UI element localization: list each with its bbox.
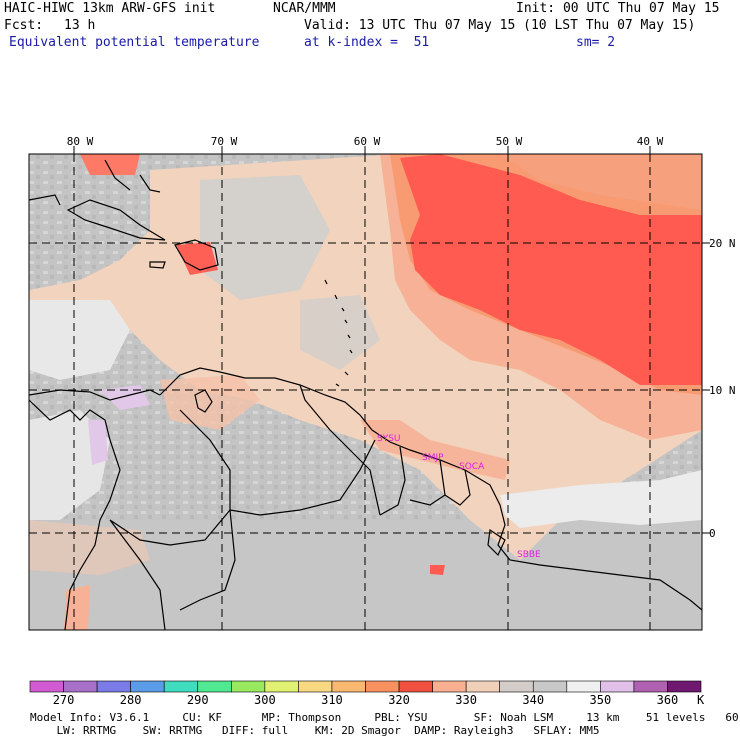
colorbar-swatch xyxy=(365,680,400,693)
colorbar-swatch xyxy=(197,680,232,693)
colorbar-tick-label: 280 xyxy=(119,693,142,707)
valid-time: Valid: 13 UTC Thu 07 May 15 (10 LST Thu … xyxy=(304,18,696,33)
colorbar-swatch xyxy=(63,680,98,693)
map-frame xyxy=(28,153,703,631)
colorbar-swatch xyxy=(532,680,568,693)
colorbar-tick-label: 270 xyxy=(52,693,75,707)
colorbar-swatch xyxy=(331,680,366,693)
fcst-value: 13 h xyxy=(64,18,96,33)
colorbar-swatch xyxy=(29,680,64,693)
colorbar-tick-label: 360 xyxy=(656,693,679,707)
colorbar-tick-label: 340 xyxy=(522,693,545,707)
lat-label-10n: 10 N xyxy=(709,384,736,397)
lon-label-70w: 70 W xyxy=(211,135,238,148)
org-label: NCAR/MMM xyxy=(273,1,336,16)
colorbar-swatch xyxy=(231,680,266,693)
colorbar-swatch xyxy=(298,680,333,693)
lon-label-60w: 60 W xyxy=(354,135,381,148)
colorbar-tick-label: 320 xyxy=(388,693,410,707)
level-info: at k-index = 51 xyxy=(304,35,430,50)
model-title: HAIC-HIWC 13km ARW-GFS init xyxy=(4,1,216,16)
smoothing-info: sm= 2 xyxy=(576,35,616,50)
colorbar-swatch xyxy=(130,680,165,693)
colorbar-swatch xyxy=(566,680,601,693)
field-name: Equivalent potential temperature xyxy=(9,35,260,50)
fcst-label: Fcst: xyxy=(4,18,44,33)
colorbar-tick-label: 290 xyxy=(186,693,209,707)
colorbar-swatch xyxy=(633,680,668,693)
colorbar-swatch xyxy=(398,680,433,693)
coastlines xyxy=(29,159,702,630)
graticule xyxy=(29,154,702,630)
station-label: SMJP xyxy=(422,453,444,463)
lon-label-80w: 80 W xyxy=(67,135,94,148)
lon-label-40w: 40 W xyxy=(637,135,664,148)
colorbar-tick-label: 310 xyxy=(321,693,343,707)
footer-line-2: LW: RRTMG SW: RRTMG DIFF: full KM: 2D Sm… xyxy=(30,724,600,737)
station-label: SOCA xyxy=(459,462,485,472)
lat-label-0: 0 xyxy=(709,527,716,540)
colorbar-tick-label: 350 xyxy=(589,693,612,707)
colorbar-unit: K xyxy=(697,693,705,707)
colorbar-swatch xyxy=(465,680,500,693)
lat-label-20n: 20 N xyxy=(709,237,736,250)
lon-label-50w: 50 W xyxy=(496,135,523,148)
colorbar-swatch xyxy=(96,680,131,693)
axis-ticks xyxy=(73,146,710,534)
station-label: SBBE xyxy=(517,550,541,560)
colorbar-swatch xyxy=(264,680,299,693)
colorbar xyxy=(29,680,702,693)
init-time: Init: 00 UTC Thu 07 May 15 xyxy=(516,1,720,16)
colorbar-tick-label: 330 xyxy=(455,693,477,707)
footer-line-1: Model Info: V3.6.1 CU: KF MP: Thompson P… xyxy=(30,711,740,724)
colorbar-swatch xyxy=(667,680,702,693)
colorbar-swatch xyxy=(163,680,199,693)
colorbar-swatch xyxy=(600,680,635,693)
colorbar-tick-label: 300 xyxy=(254,693,276,707)
colorbar-swatch xyxy=(499,680,534,693)
station-label: SYSU xyxy=(377,434,401,444)
colorbar-swatch xyxy=(432,680,467,693)
